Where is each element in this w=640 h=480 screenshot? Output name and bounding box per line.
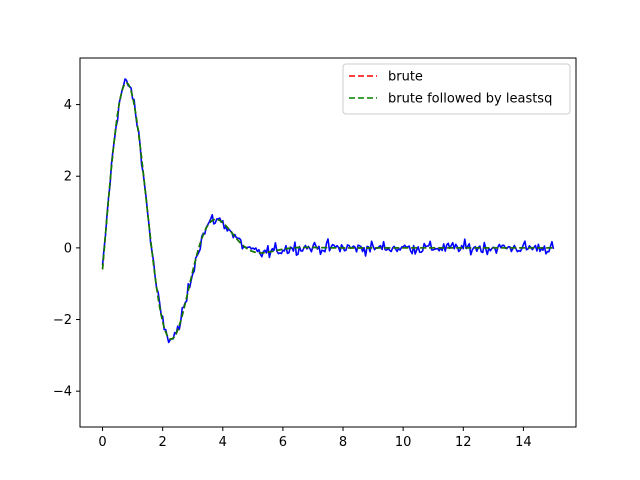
legend-label: brute: [388, 70, 423, 85]
legend-box: [342, 63, 571, 115]
x-tick-label: 14: [515, 435, 532, 450]
x-tick-label: 2: [159, 435, 167, 450]
x-tick-label: 4: [219, 435, 227, 450]
y-tick-label: −2: [53, 313, 72, 328]
x-tick-label: 8: [339, 435, 347, 450]
x-tick-label: 0: [98, 435, 106, 450]
y-tick-label: −4: [53, 385, 72, 400]
y-tick-label: 4: [64, 98, 72, 113]
series-layer: [101, 78, 555, 344]
x-tick-label: 6: [279, 435, 287, 450]
x-tick-label: 10: [395, 435, 412, 450]
legend-label: brute followed by leastsq: [388, 92, 552, 107]
x-tick-label: 12: [455, 435, 472, 450]
y-tick-label: 2: [64, 170, 72, 185]
fit-series-line-2: [101, 82, 554, 340]
legend: brute brute followed by leastsq: [342, 63, 571, 115]
y-tick-label: 0: [64, 241, 72, 256]
axes-frame: [79, 57, 577, 428]
ticks-layer: 0 2 4 6 8 10 12 14 −4 −2 0 2 4: [53, 98, 532, 450]
